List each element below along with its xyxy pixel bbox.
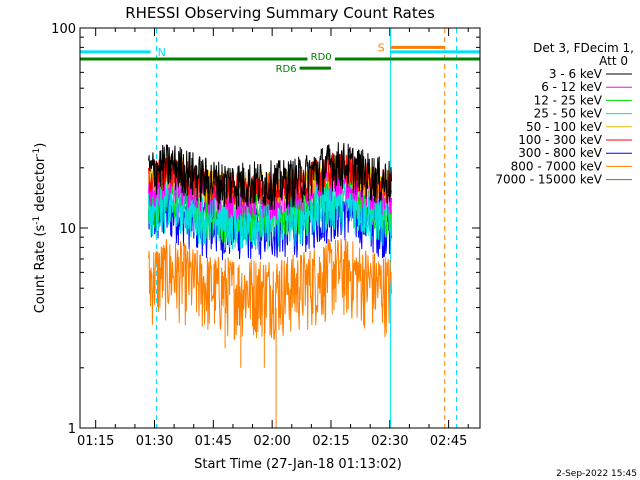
annotation-label-rd6: RD6	[276, 64, 297, 75]
legend-label: 100 - 300 keV	[518, 133, 602, 147]
legend-label: 3 - 6 keV	[549, 67, 603, 81]
annotation-label-n: N	[158, 46, 166, 59]
legend-header-line1: Det 3, FDecim 1,	[533, 41, 634, 55]
y-axis-label-close: )	[33, 143, 48, 148]
y-axis-label-main: Count Rate (s	[33, 225, 48, 314]
y-axis-label-sup2: -1	[32, 148, 42, 157]
x-tick-label: 02:00	[253, 434, 290, 449]
y-axis-label-sup: -1	[32, 216, 42, 225]
plot-area: 1 10 100 01:15 01:30 01:45 02:00 02:15 02:30 02:4…	[51, 22, 480, 449]
y-tick-label: 1	[68, 422, 76, 437]
chart-title: RHESSI Observing Summary Count Rates	[125, 4, 435, 22]
y-tick-label: 100	[51, 22, 76, 37]
footer-date: 2-Sep-2022 15:45	[556, 469, 637, 479]
legend-label: 25 - 50 keV	[534, 107, 603, 121]
x-axis-label: Start Time (27-Jan-18 01:13:02)	[194, 457, 402, 472]
series-line-7	[148, 237, 392, 340]
legend-label: 6 - 12 keV	[541, 80, 603, 94]
y-axis-label-tail: detector	[33, 156, 48, 216]
annotation-label-rd0: RD0	[311, 52, 332, 63]
annotation-label-s: S	[378, 41, 385, 54]
legend-header-line2: Att 0	[599, 54, 628, 68]
x-tick-label: 01:30	[136, 434, 173, 449]
x-tick-label: 01:15	[77, 434, 114, 449]
legend-label: 7000 - 15000 keV	[495, 173, 602, 187]
legend-label: 800 - 7000 keV	[511, 159, 603, 173]
legend-label: 300 - 800 keV	[518, 146, 602, 160]
x-tick-label: 01:45	[195, 434, 232, 449]
plot-frame	[79, 27, 481, 429]
x-tick-label: 02:45	[430, 434, 467, 449]
series-line-0	[148, 142, 392, 211]
legend-label: 12 - 25 keV	[534, 93, 603, 107]
x-tick-label: 02:15	[312, 434, 349, 449]
y-tick-label: 10	[59, 222, 76, 237]
x-tick-label: 02:30	[371, 434, 408, 449]
legend-label: 50 - 100 keV	[526, 120, 603, 134]
y-axis-label: Count Rate (s-1 detector-1)	[32, 143, 48, 314]
